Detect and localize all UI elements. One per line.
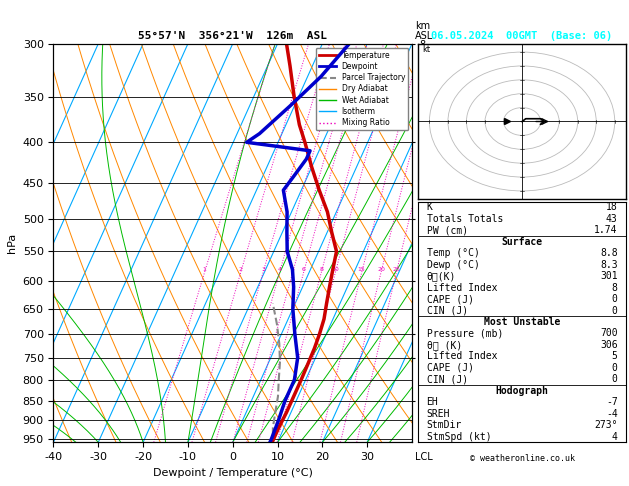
Text: 55°57'N  356°21'W  126m  ASL: 55°57'N 356°21'W 126m ASL — [138, 31, 327, 41]
Text: StmSpd (kt): StmSpd (kt) — [426, 432, 491, 442]
Text: 18: 18 — [606, 202, 618, 212]
Text: SREH: SREH — [426, 409, 450, 418]
Text: 8: 8 — [611, 282, 618, 293]
Text: -4: -4 — [606, 409, 618, 418]
Text: CAPE (J): CAPE (J) — [426, 363, 474, 373]
Text: CIN (J): CIN (J) — [426, 374, 468, 384]
Text: 06.05.2024  00GMT  (Base: 06): 06.05.2024 00GMT (Base: 06) — [431, 31, 613, 41]
Text: EH: EH — [426, 397, 438, 407]
Text: 1: 1 — [203, 267, 206, 273]
Text: Lifted Index: Lifted Index — [426, 282, 497, 293]
Text: 43: 43 — [606, 214, 618, 224]
Text: 2: 2 — [239, 267, 243, 273]
Text: StmDir: StmDir — [426, 420, 462, 430]
Text: 4: 4 — [277, 267, 282, 273]
Text: kt: kt — [422, 45, 430, 54]
Text: 301: 301 — [600, 271, 618, 281]
Text: LCL: LCL — [415, 452, 433, 462]
Text: 8.8: 8.8 — [600, 248, 618, 258]
Text: © weatheronline.co.uk: © weatheronline.co.uk — [470, 454, 574, 464]
X-axis label: Dewpoint / Temperature (°C): Dewpoint / Temperature (°C) — [153, 468, 313, 478]
Text: Surface: Surface — [501, 237, 543, 247]
Text: Most Unstable: Most Unstable — [484, 317, 560, 327]
Text: -7: -7 — [606, 397, 618, 407]
Y-axis label: hPa: hPa — [7, 233, 17, 253]
Text: Hodograph: Hodograph — [496, 386, 548, 396]
Text: Pressure (mb): Pressure (mb) — [426, 329, 503, 338]
Text: 5: 5 — [611, 351, 618, 362]
Text: 8: 8 — [320, 267, 323, 273]
Text: Dewp (°C): Dewp (°C) — [426, 260, 479, 270]
Text: PW (cm): PW (cm) — [426, 226, 468, 235]
Text: 3: 3 — [261, 267, 265, 273]
Text: 1.74: 1.74 — [594, 226, 618, 235]
Text: 306: 306 — [600, 340, 618, 350]
Text: 273°: 273° — [594, 420, 618, 430]
Text: 20: 20 — [377, 267, 385, 273]
Legend: Temperature, Dewpoint, Parcel Trajectory, Dry Adiabat, Wet Adiabat, Isotherm, Mi: Temperature, Dewpoint, Parcel Trajectory… — [316, 48, 408, 130]
Text: 10: 10 — [331, 267, 339, 273]
Text: 8.3: 8.3 — [600, 260, 618, 270]
Text: 0: 0 — [611, 374, 618, 384]
Text: 6: 6 — [302, 267, 306, 273]
Text: 0: 0 — [611, 306, 618, 315]
Text: θᴇ (K): θᴇ (K) — [426, 340, 462, 350]
Text: CIN (J): CIN (J) — [426, 306, 468, 315]
Text: 5: 5 — [291, 267, 294, 273]
Text: Lifted Index: Lifted Index — [426, 351, 497, 362]
Text: km
ASL: km ASL — [415, 20, 433, 41]
Text: 15: 15 — [358, 267, 365, 273]
Text: 0: 0 — [611, 294, 618, 304]
Text: 0: 0 — [611, 363, 618, 373]
Text: K: K — [426, 202, 433, 212]
Text: θᴇ(K): θᴇ(K) — [426, 271, 456, 281]
Text: CAPE (J): CAPE (J) — [426, 294, 474, 304]
Text: 25: 25 — [392, 267, 400, 273]
Text: Temp (°C): Temp (°C) — [426, 248, 479, 258]
Text: 700: 700 — [600, 329, 618, 338]
Text: Totals Totals: Totals Totals — [426, 214, 503, 224]
Text: 4: 4 — [611, 432, 618, 442]
